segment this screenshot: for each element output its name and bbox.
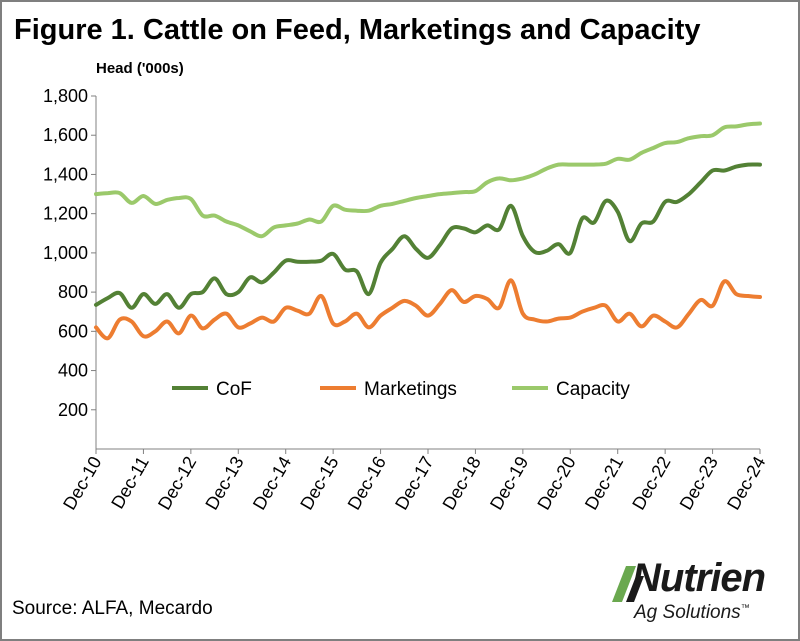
brand-tagline-text: Ag Solutions	[634, 602, 741, 623]
leaf-icon	[612, 566, 644, 602]
legend-label-cof: CoF	[216, 379, 252, 400]
x-tick-label: Dec-14	[249, 453, 295, 513]
trademark-mark: ™	[740, 602, 750, 613]
x-tick-label: Dec-15	[296, 453, 342, 513]
series-layer	[94, 121, 762, 341]
x-tick-label: Dec-13	[201, 453, 247, 513]
series-line-cof	[94, 162, 762, 310]
brand-logo: Nutrien Ag Solutions™	[606, 556, 786, 632]
y-tick-label: 600	[58, 321, 88, 341]
x-tick-label: Dec-16	[344, 453, 390, 513]
y-tick-label: 1,200	[43, 204, 88, 224]
series-line-capacity	[94, 121, 762, 239]
x-tick-label: Dec-12	[154, 453, 200, 513]
y-tick-label: 1,400	[43, 164, 88, 184]
y-tick-label: 1,800	[43, 86, 88, 106]
brand-tagline: Ag Solutions™	[634, 602, 750, 624]
x-tick-label: Dec-21	[581, 453, 627, 513]
x-tick-label: Dec-18	[439, 453, 485, 513]
x-tick-label: Dec-23	[676, 453, 722, 513]
page-title: Figure 1. Cattle on Feed, Marketings and…	[14, 14, 701, 46]
legend-label-marketings: Marketings	[364, 379, 457, 400]
x-tick-label: Dec-20	[533, 453, 579, 513]
y-tick-label: 1,000	[43, 243, 88, 263]
y-tick-label: 400	[58, 361, 88, 381]
y-tick-label: 200	[58, 400, 88, 420]
y-tick-label: 1,600	[43, 125, 88, 145]
x-tick-label: Dec-10	[59, 453, 105, 513]
y-axis-label: Head ('000s)	[96, 60, 184, 77]
series-line-marketings	[94, 278, 762, 341]
x-tick-label: Dec-22	[628, 453, 674, 513]
legend-label-capacity: Capacity	[556, 379, 630, 400]
x-tick-label: Dec-17	[391, 453, 437, 513]
brand-name: Nutrien	[632, 556, 766, 600]
y-tick-label: 800	[58, 282, 88, 302]
x-tick-label: Dec-11	[107, 453, 153, 512]
legend: CoF Marketings Capacity	[172, 379, 630, 400]
x-tick-label: Dec-19	[486, 453, 532, 513]
x-tick-label: Dec-24	[723, 453, 769, 513]
source-note: Source: ALFA, Mecardo	[12, 598, 213, 619]
